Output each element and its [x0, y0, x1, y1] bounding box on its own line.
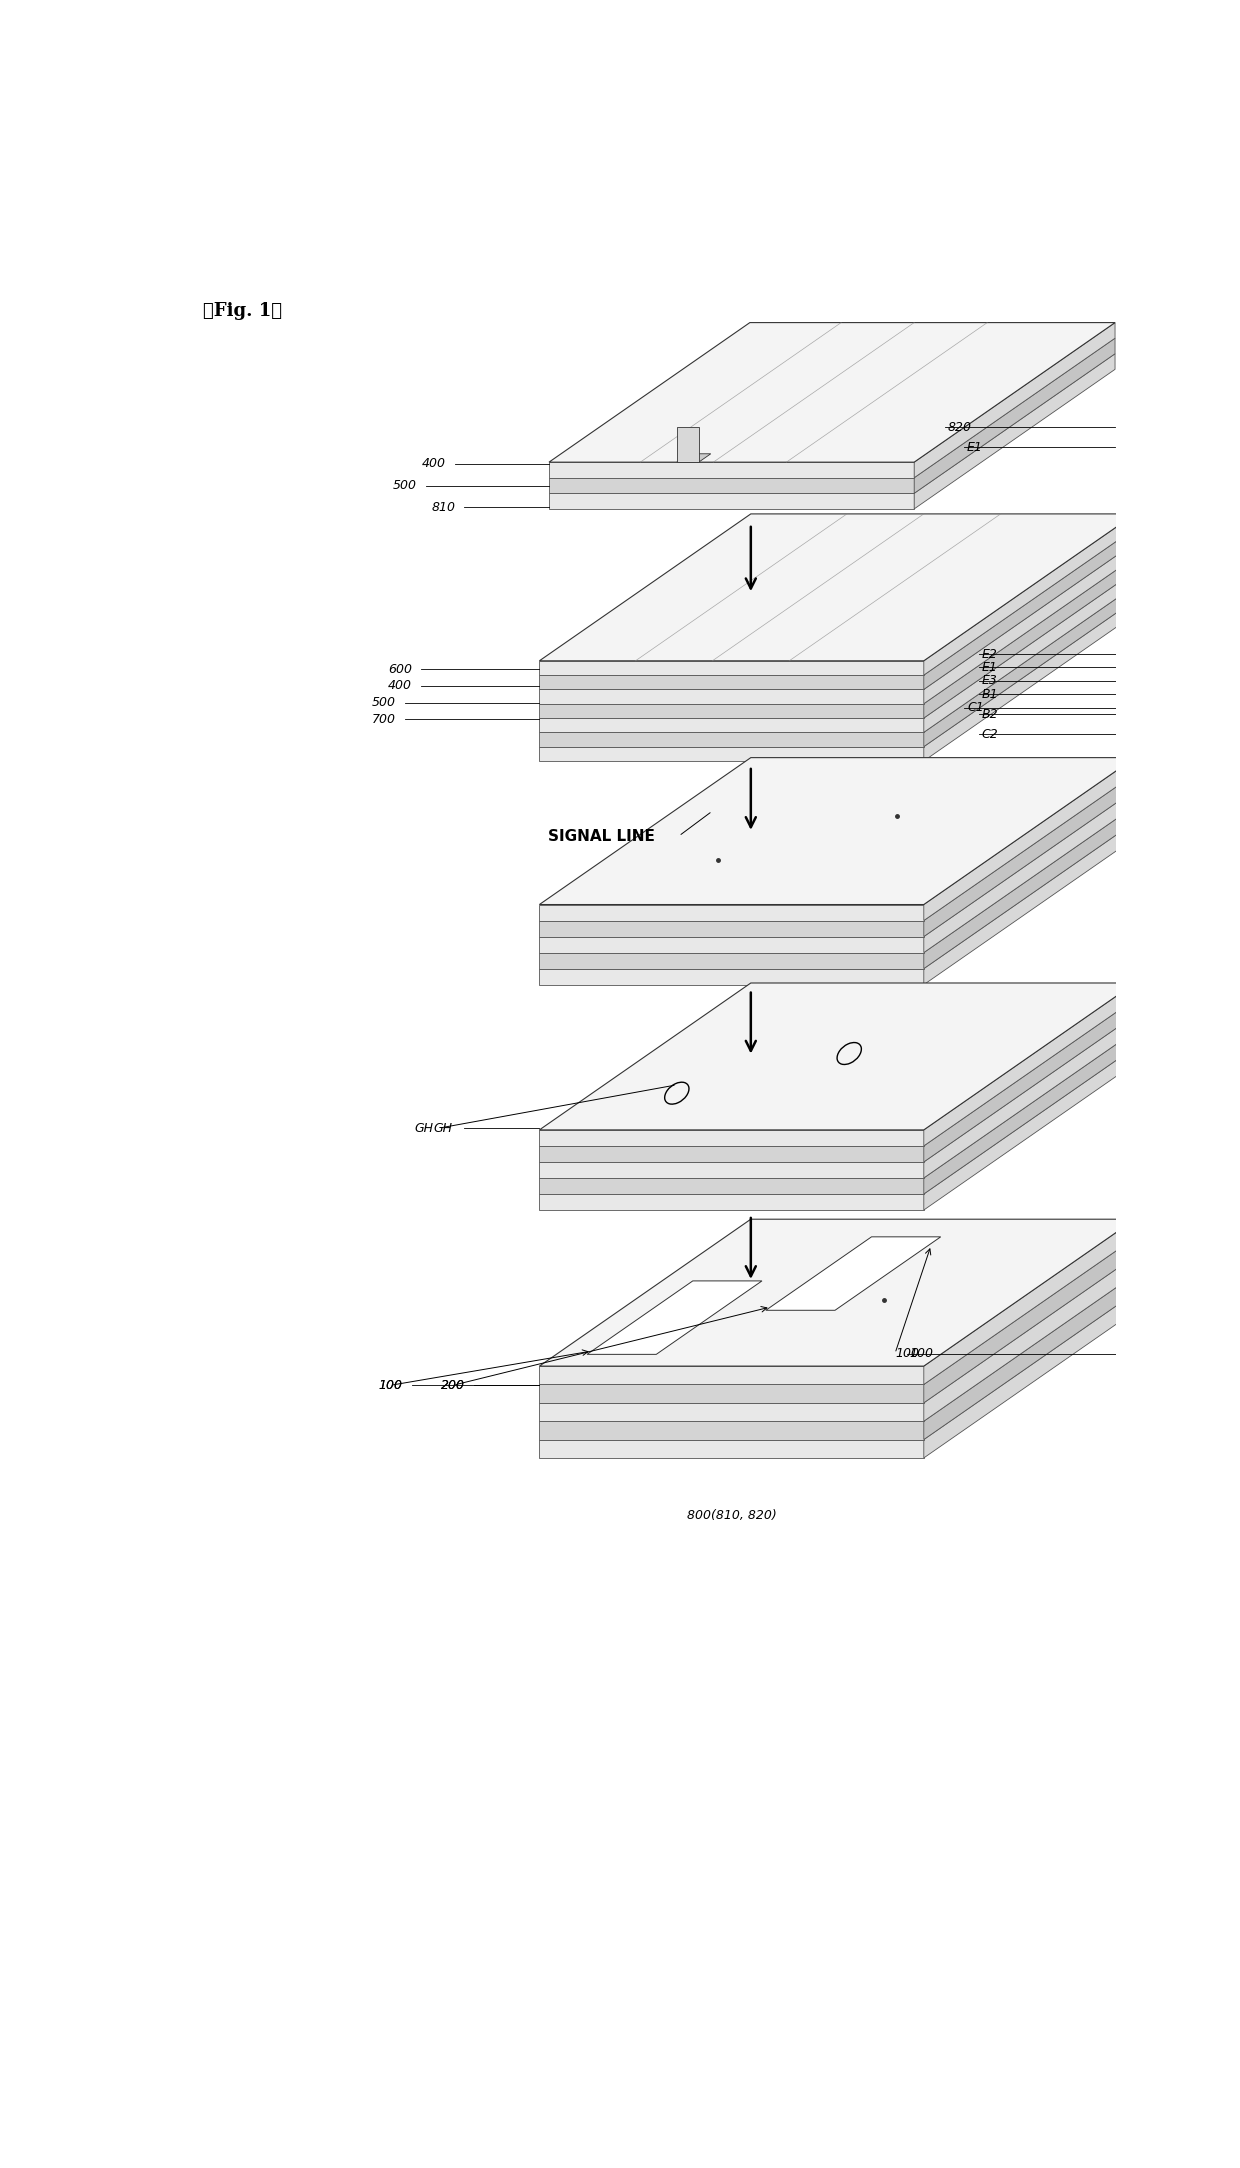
Polygon shape — [539, 1177, 924, 1195]
Text: 800(810, 820): 800(810, 820) — [687, 1509, 776, 1522]
Polygon shape — [924, 1255, 1136, 1422]
Polygon shape — [924, 585, 1136, 746]
Polygon shape — [924, 999, 1136, 1162]
Text: B1: B1 — [982, 687, 998, 700]
Polygon shape — [924, 557, 1136, 718]
Polygon shape — [924, 822, 1136, 984]
Text: GH: GH — [434, 1121, 453, 1134]
Text: 810: 810 — [432, 501, 455, 514]
Polygon shape — [924, 1218, 1136, 1385]
Polygon shape — [677, 453, 711, 462]
Polygon shape — [539, 1195, 924, 1210]
Polygon shape — [924, 757, 1136, 921]
Polygon shape — [587, 1281, 761, 1355]
Text: 820: 820 — [947, 421, 972, 434]
Polygon shape — [924, 601, 1136, 761]
Polygon shape — [539, 689, 924, 705]
Polygon shape — [549, 494, 914, 509]
Polygon shape — [924, 806, 1136, 969]
Polygon shape — [539, 952, 924, 969]
Polygon shape — [539, 1440, 924, 1457]
Polygon shape — [539, 705, 924, 718]
Polygon shape — [539, 1147, 924, 1162]
Text: 100: 100 — [895, 1346, 919, 1359]
Text: 200: 200 — [441, 1379, 465, 1392]
Text: 「Fig. 1」: 「Fig. 1」 — [203, 301, 281, 321]
Polygon shape — [766, 1236, 941, 1309]
Polygon shape — [539, 746, 924, 761]
Polygon shape — [924, 570, 1136, 733]
Polygon shape — [924, 1047, 1136, 1210]
Polygon shape — [539, 1366, 924, 1385]
Text: E1: E1 — [967, 440, 983, 453]
Text: 200: 200 — [441, 1379, 465, 1392]
Polygon shape — [914, 338, 1115, 494]
Text: 400: 400 — [422, 457, 445, 470]
Polygon shape — [924, 774, 1136, 937]
Text: 400: 400 — [388, 679, 412, 692]
Polygon shape — [914, 323, 1115, 477]
Polygon shape — [924, 514, 1136, 674]
Polygon shape — [924, 1238, 1136, 1403]
Polygon shape — [924, 1015, 1136, 1177]
Polygon shape — [539, 921, 924, 937]
Text: B2: B2 — [982, 707, 998, 720]
Text: 500: 500 — [372, 696, 396, 709]
Polygon shape — [924, 529, 1136, 689]
Polygon shape — [539, 1385, 924, 1403]
Polygon shape — [549, 323, 1115, 462]
Polygon shape — [539, 733, 924, 746]
Polygon shape — [677, 427, 698, 462]
Polygon shape — [539, 1162, 924, 1177]
Polygon shape — [549, 477, 914, 494]
Polygon shape — [539, 1130, 924, 1147]
Polygon shape — [539, 1218, 1136, 1366]
Polygon shape — [924, 1032, 1136, 1195]
Polygon shape — [539, 937, 924, 952]
Text: C2: C2 — [982, 728, 998, 741]
Polygon shape — [539, 514, 1136, 661]
Polygon shape — [924, 542, 1136, 705]
Polygon shape — [539, 904, 924, 921]
Text: 100: 100 — [378, 1379, 403, 1392]
Polygon shape — [924, 1275, 1136, 1440]
Polygon shape — [549, 462, 914, 477]
Text: SIGNAL LINE: SIGNAL LINE — [548, 828, 655, 843]
Text: 100: 100 — [378, 1379, 403, 1392]
Polygon shape — [539, 1422, 924, 1440]
Text: 500: 500 — [393, 479, 417, 492]
Text: C1: C1 — [967, 700, 983, 713]
Polygon shape — [539, 982, 1136, 1130]
Polygon shape — [539, 969, 924, 984]
Polygon shape — [539, 757, 1136, 904]
Polygon shape — [924, 1292, 1136, 1457]
Polygon shape — [539, 718, 924, 733]
Text: E3: E3 — [982, 674, 997, 687]
Polygon shape — [914, 353, 1115, 509]
Polygon shape — [539, 661, 924, 674]
Text: 700: 700 — [372, 713, 396, 726]
Polygon shape — [539, 674, 924, 689]
Text: E2: E2 — [982, 648, 997, 661]
Text: E1: E1 — [982, 661, 997, 674]
Text: 600: 600 — [388, 663, 412, 676]
Text: GH: GH — [414, 1121, 434, 1134]
Polygon shape — [539, 1403, 924, 1422]
Polygon shape — [924, 789, 1136, 952]
Text: 100: 100 — [909, 1346, 934, 1359]
Polygon shape — [924, 982, 1136, 1147]
